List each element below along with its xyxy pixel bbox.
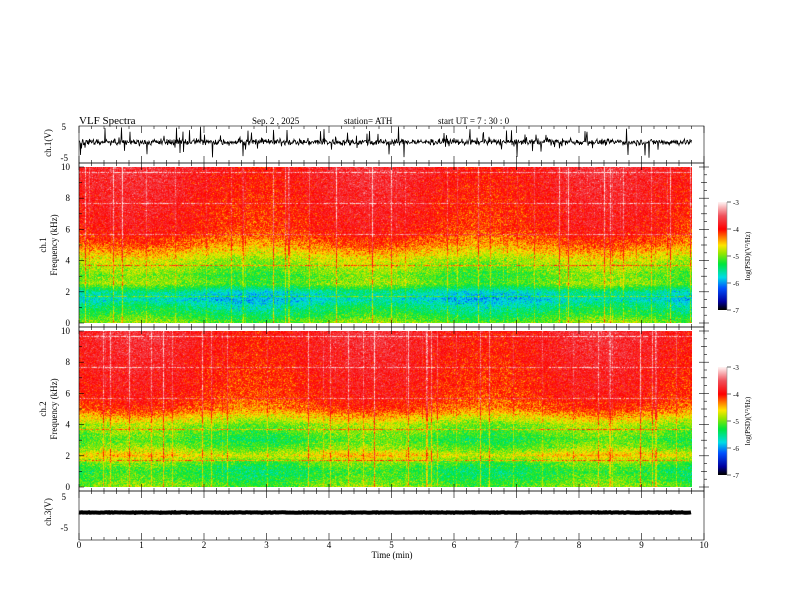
colorbar-tick-label: -3 — [733, 364, 739, 372]
ch3-waveform-trace — [78, 509, 692, 516]
figure-title: VLF Spectra — [79, 115, 136, 127]
colorbar-tick-label: -6 — [733, 445, 739, 453]
station-label: station= ATH — [344, 116, 393, 126]
ch1-ytick-neg5: -5 — [61, 153, 69, 163]
ch3-ylabel: ch.3(V) — [43, 498, 53, 526]
x-tick-label: 5 — [389, 540, 394, 550]
ch2-colorbar-label: log(PSD)(V²/Hz) — [744, 396, 752, 445]
ch1-ytick-label: 4 — [66, 256, 71, 266]
ch2-ytick-label: 8 — [66, 357, 71, 367]
colorbar-tick-label: -7 — [733, 472, 739, 480]
ch2-spec-ylabel-1: ch.2 — [38, 401, 48, 416]
ch1-ytick-label: 6 — [66, 224, 71, 234]
ch3-ytick-neg5: -5 — [61, 523, 69, 533]
ch2-ytick-label: 6 — [66, 388, 71, 398]
ch1-ytick-5: 5 — [62, 122, 67, 132]
ch1-colorbar — [718, 202, 727, 310]
x-axis-label: Time (min) — [372, 550, 413, 560]
colorbar-tick-label: -3 — [733, 199, 739, 207]
x-tick-label: 6 — [452, 540, 457, 550]
date-label: Sep. 2 , 2025 — [252, 116, 300, 126]
x-tick-label: 1 — [139, 540, 144, 550]
colorbar-tick-label: -4 — [733, 391, 739, 399]
x-tick-label: 3 — [264, 540, 269, 550]
colorbar-tick-label: -5 — [733, 418, 739, 426]
ch3-ytick-5: 5 — [62, 492, 67, 502]
ch2-ytick-label: 4 — [66, 420, 71, 430]
ch2-ytick-label: 2 — [66, 451, 71, 461]
ch1-spec-ylabel-1: ch.1 — [38, 237, 48, 252]
ch1-ytick-label: 10 — [61, 162, 71, 172]
x-tick-label: 8 — [577, 540, 582, 550]
panel-frame-2 — [78, 326, 705, 492]
ch1-ytick-label: 0 — [66, 318, 71, 328]
x-tick-label: 7 — [514, 540, 519, 550]
x-tick-label: 4 — [327, 540, 332, 550]
ch1-spec-ylabel-2: Frequency (kHz) — [49, 214, 59, 275]
ch1-colorbar-label: log(PSD)(V²/Hz) — [744, 231, 752, 280]
ch1-ylabel: ch.1(V) — [43, 129, 53, 157]
ch2-colorbar — [718, 367, 727, 475]
panel-frame-3 — [78, 490, 705, 541]
ch1-spectrogram — [79, 167, 692, 323]
panel-frame-1 — [78, 162, 705, 328]
ch1-ytick-label: 8 — [66, 193, 71, 203]
ch1-waveform-trace — [78, 126, 692, 158]
ch2-ytick-label: 10 — [61, 326, 71, 336]
ch1-ytick-label: 2 — [66, 287, 71, 297]
ch2-spectrogram — [79, 331, 692, 487]
x-tick-label: 10 — [700, 540, 710, 550]
ch2-spec-ylabel-2: Frequency (kHz) — [49, 378, 59, 439]
x-tick-label: 0 — [77, 540, 82, 550]
colorbar-tick-label: -5 — [733, 253, 739, 261]
colorbar-tick-label: -4 — [733, 226, 739, 234]
x-tick-label: 9 — [639, 540, 644, 550]
colorbar-tick-label: -7 — [733, 307, 739, 315]
ch2-ytick-label: 0 — [66, 482, 71, 492]
x-tick-label: 2 — [202, 540, 207, 550]
colorbar-tick-label: -6 — [733, 280, 739, 288]
start-time-label: start UT = 7 : 30 : 0 — [438, 116, 510, 126]
